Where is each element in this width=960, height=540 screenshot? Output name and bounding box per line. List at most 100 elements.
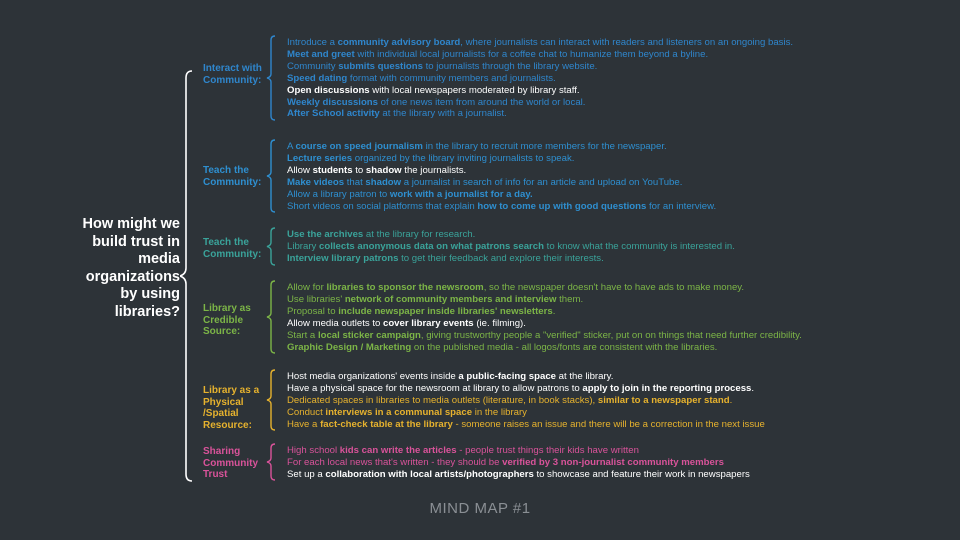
mind-map-item: Make videos that shadow a journalist in … bbox=[287, 177, 947, 189]
mind-map-item: Library collects anonymous data on what … bbox=[287, 241, 947, 253]
item-highlight: include newspaper inside libraries' news… bbox=[338, 305, 553, 317]
item-text: (ie. filming). bbox=[473, 317, 526, 329]
category-interact-items: Introduce a community advisory board, wh… bbox=[287, 37, 947, 120]
item-text: for an interview. bbox=[646, 200, 717, 212]
item-highlight: interviews in a communal space bbox=[325, 406, 473, 418]
mind-map-item: Short videos on social platforms that ex… bbox=[287, 201, 947, 213]
brace-shape bbox=[266, 443, 276, 481]
item-text: that bbox=[344, 176, 366, 188]
mind-map-item: Graphic Design / Marketing on the publis… bbox=[287, 342, 947, 354]
item-text: Conduct bbox=[287, 406, 326, 418]
item-text: Host media organizations' events inside bbox=[287, 371, 459, 382]
item-text: with local newspapers moderated by libra… bbox=[369, 84, 580, 96]
item-text: Allow media outlets to bbox=[287, 317, 383, 329]
brace-shape bbox=[266, 139, 276, 213]
category-physical-brace bbox=[266, 369, 278, 436]
item-highlight: Open discussions bbox=[287, 84, 370, 96]
item-text: at the library for research. bbox=[363, 229, 476, 240]
mind-map-item: Proposal to include newspaper inside lib… bbox=[287, 306, 947, 318]
item-highlight: work with a journalist for a day. bbox=[389, 188, 533, 200]
item-highlight: After School activity bbox=[287, 108, 380, 120]
item-highlight: Speed dating bbox=[287, 72, 348, 84]
category-teach-research-label: Teach the Community: bbox=[203, 237, 262, 260]
mind-map-item: Allow a library patron to work with a jo… bbox=[287, 189, 947, 201]
item-highlight: similar to a newspaper stand bbox=[597, 394, 730, 406]
category-teach-items: A course on speed journalism in the libr… bbox=[287, 141, 947, 212]
category-sharing-brace bbox=[266, 443, 278, 486]
mind-map-item: Interview library patrons to get their f… bbox=[287, 253, 947, 265]
mind-map-item: Use libraries' network of community memb… bbox=[287, 294, 947, 306]
item-text: - people trust things their kids have wr… bbox=[456, 445, 639, 456]
category-sharing-items: High school kids can write the articles … bbox=[287, 445, 947, 481]
item-highlight: kids can write the articles bbox=[339, 445, 457, 456]
category-credible-brace bbox=[266, 280, 278, 359]
mind-map-item: Have a fact-check table at the library -… bbox=[287, 419, 947, 431]
item-text: to get their feedback and explore their … bbox=[398, 252, 604, 264]
item-highlight: fact-check table at the library bbox=[320, 418, 453, 430]
mind-map-item: High school kids can write the articles … bbox=[287, 445, 947, 457]
item-text: with individual local journalists for a … bbox=[354, 48, 709, 60]
mind-map-item: Lecture series organized by the library … bbox=[287, 153, 947, 165]
item-highlight: Make videos bbox=[287, 176, 345, 188]
mind-map-item: Weekly discussions of one news item from… bbox=[287, 97, 947, 109]
item-highlight: Use the archives bbox=[287, 229, 364, 240]
item-highlight: Lecture series bbox=[287, 152, 353, 164]
mind-map-item: Set up a collaboration with local artist… bbox=[287, 469, 947, 481]
item-text: Proposal to bbox=[287, 305, 339, 317]
mind-map-item: After School activity at the library wit… bbox=[287, 108, 947, 120]
item-highlight: Weekly discussions bbox=[287, 96, 379, 108]
item-text: to journalists through the library websi… bbox=[422, 60, 598, 72]
item-text: to know what the community is interested… bbox=[543, 240, 735, 252]
footer-title: MIND MAP #1 bbox=[429, 500, 531, 517]
item-highlight: community advisory board bbox=[337, 37, 461, 48]
item-highlight: submits questions bbox=[338, 60, 423, 72]
category-sharing-label: Sharing Community Trust bbox=[203, 446, 258, 481]
item-text: a journalist in search of info for an ar… bbox=[401, 176, 683, 188]
main-brace bbox=[180, 70, 193, 482]
item-highlight: shadow bbox=[365, 164, 402, 176]
item-highlight: collects anonymous data on what patrons … bbox=[319, 240, 544, 252]
category-physical-label: Library as a Physical /Spatial Resource: bbox=[203, 385, 260, 431]
mind-map-item: Have a physical space for the newsroom a… bbox=[287, 383, 947, 395]
item-text: A bbox=[287, 141, 296, 152]
item-highlight: apply to join in the reporting process bbox=[582, 382, 752, 394]
item-highlight: Graphic Design / Marketing bbox=[287, 341, 412, 353]
item-highlight: a public-facing space bbox=[458, 371, 556, 382]
item-text: organized by the library inviting journa… bbox=[352, 152, 575, 164]
mind-map-item: Community submits questions to journalis… bbox=[287, 61, 947, 73]
item-text: Use libraries' bbox=[287, 293, 345, 305]
item-highlight: verified by 3 non-journalist community m… bbox=[502, 456, 724, 468]
item-text: , so the newspaper doesn't have to have … bbox=[483, 282, 745, 293]
item-text: Dedicated spaces in libraries to media o… bbox=[287, 394, 598, 406]
category-credible-items: Allow for libraries to sponsor the newsr… bbox=[287, 282, 947, 353]
item-text: in the library to recruit more members f… bbox=[422, 141, 667, 152]
mind-map-item: Allow media outlets to cover library eve… bbox=[287, 318, 947, 330]
item-highlight: network of community members and intervi… bbox=[344, 293, 557, 305]
item-text: in the library bbox=[472, 406, 527, 418]
category-physical-items: Host media organizations' events inside … bbox=[287, 371, 947, 431]
mind-map-item: Conduct interviews in a communal space i… bbox=[287, 407, 947, 419]
category-interact-brace bbox=[266, 35, 278, 126]
category-credible-label: Library as Credible Source: bbox=[203, 303, 251, 338]
central-question: How might we build trust in media organi… bbox=[82, 216, 180, 320]
brace-shape bbox=[266, 227, 276, 266]
item-text: . bbox=[729, 394, 733, 406]
item-highlight: how to come up with good questions bbox=[477, 200, 647, 212]
item-text: Community bbox=[287, 60, 339, 72]
item-text: at the library with a journalist. bbox=[379, 108, 507, 120]
item-text: Allow bbox=[287, 164, 313, 176]
mind-map-item: Allow students to shadow the journalists… bbox=[287, 165, 947, 177]
category-teach-brace bbox=[266, 139, 278, 218]
item-text: . bbox=[751, 382, 755, 394]
brace-shape bbox=[266, 369, 276, 431]
category-teach-research-items: Use the archives at the library for rese… bbox=[287, 229, 947, 265]
mind-map-item: Open discussions with local newspapers m… bbox=[287, 85, 947, 97]
item-text: , giving trustworthy people a "verified"… bbox=[420, 329, 802, 341]
brace-shape bbox=[266, 280, 276, 354]
mind-map-item: Use the archives at the library for rese… bbox=[287, 229, 947, 241]
item-highlight: local sticker campaign bbox=[317, 329, 421, 341]
mind-map-item: A course on speed journalism in the libr… bbox=[287, 141, 947, 153]
item-text: For each local news that's written - the… bbox=[287, 456, 503, 468]
mind-map-item: For each local news that's written - the… bbox=[287, 457, 947, 469]
item-text: . bbox=[552, 305, 556, 317]
